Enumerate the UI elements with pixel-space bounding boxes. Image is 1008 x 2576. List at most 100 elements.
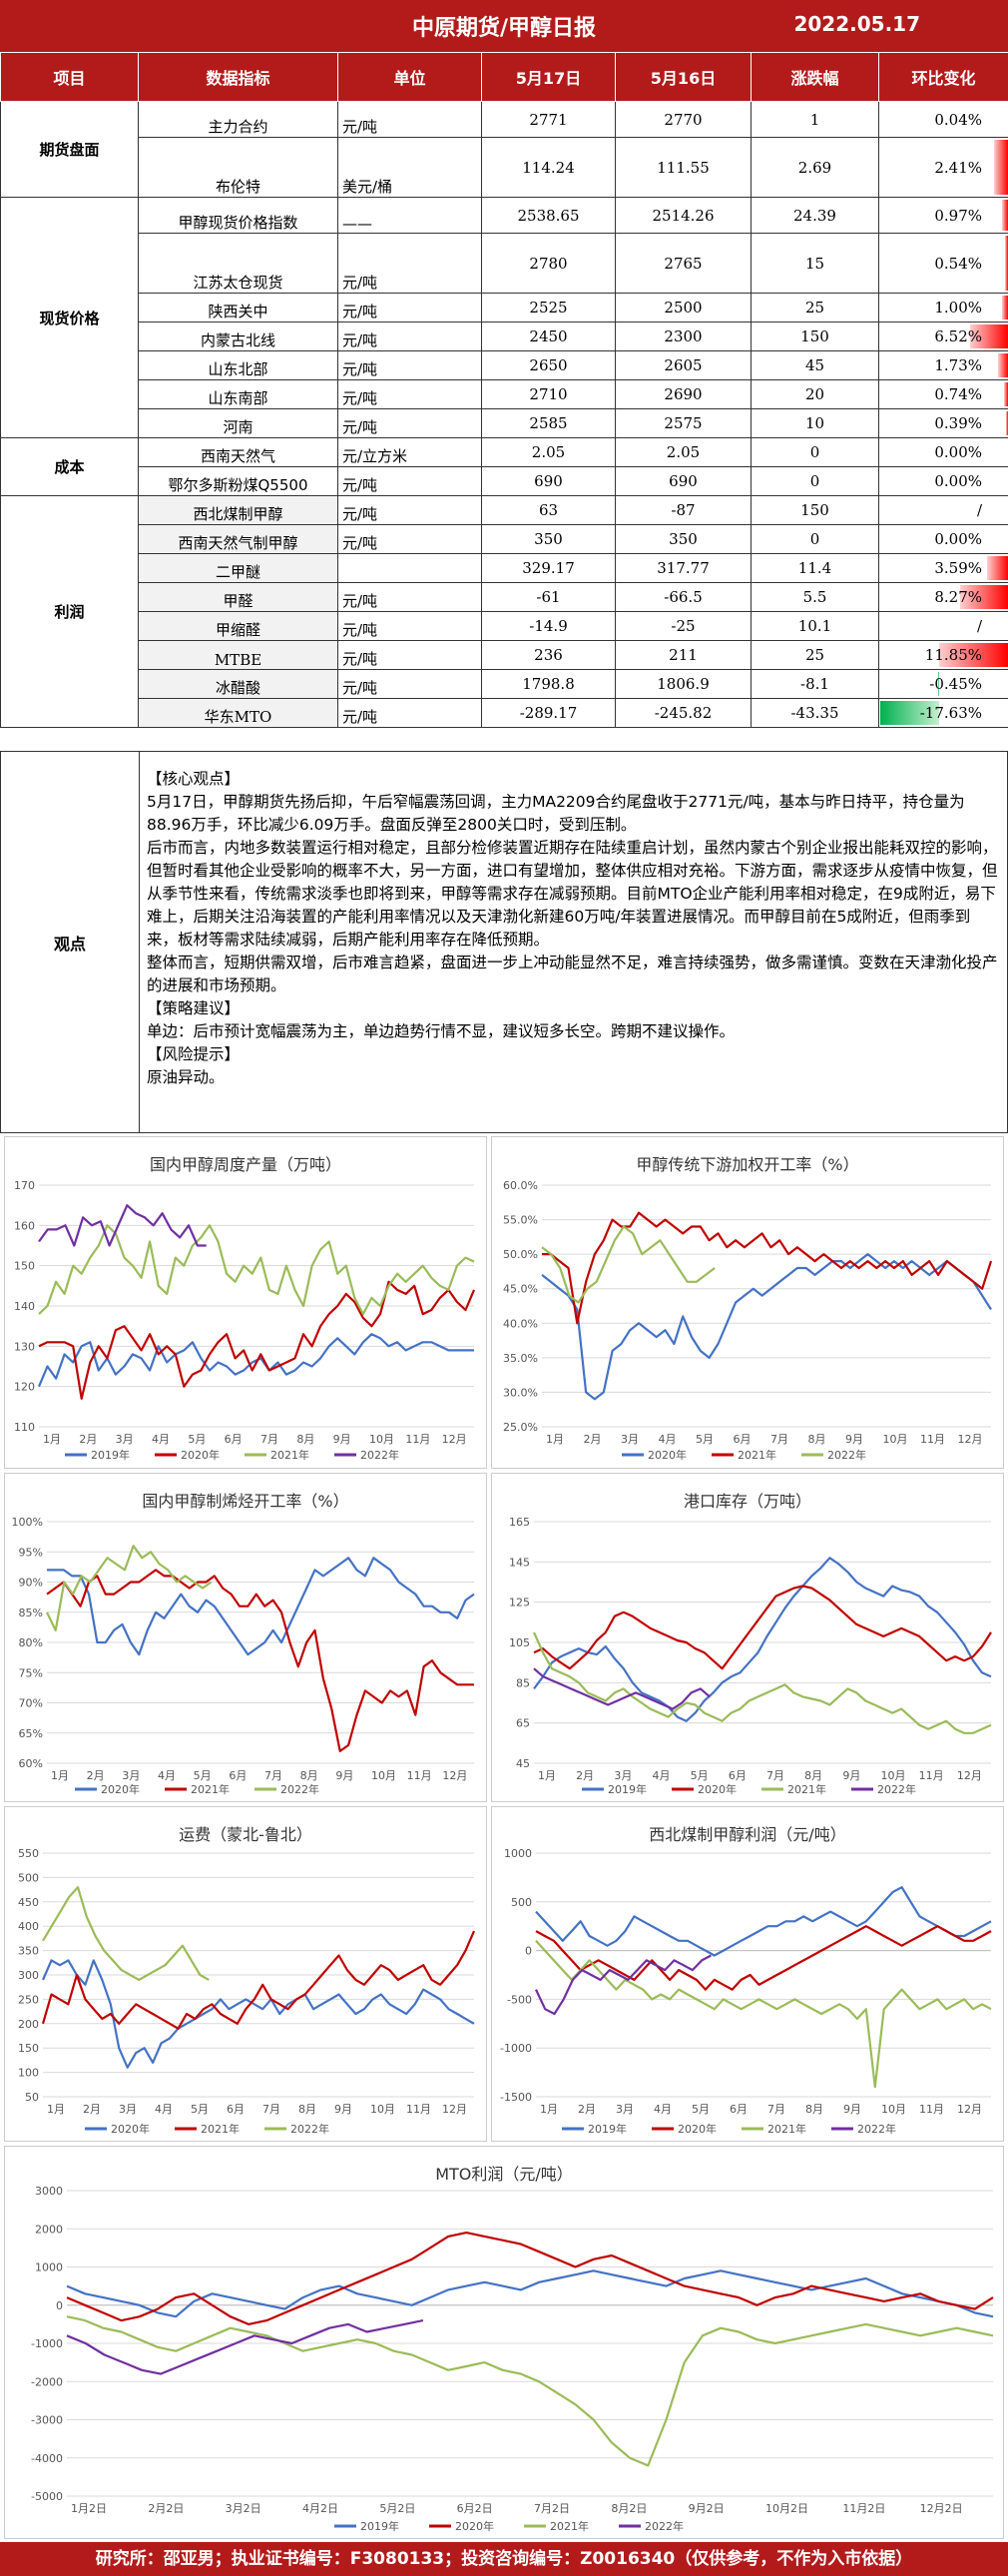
change-cell: 0.74% [878,379,1008,409]
change-cell: -17.63% [878,698,1008,728]
viewpoint-paragraph: 【核心观点】 [147,770,241,788]
chart-mto-profit: -5000 -4000 -3000 -2000 -1000 0 1000 2000 3000 1月… [31,2185,994,2533]
unit-cell: 元/吨 [337,524,482,554]
col-header-unit: 单位 [337,52,482,102]
y-tick-label: 35.0% [503,1352,538,1365]
change-value: 0.00% [934,530,982,548]
y-tick-label: 80% [19,1636,43,1649]
y-tick-label: 165 [509,1516,530,1529]
today-value: 2710 [481,379,616,409]
x-tick-label: 7月 [767,2103,785,2116]
x-tick-label: 1月 [546,1433,564,1446]
y-tick-label: 550 [18,1847,39,1860]
change-bar-positive [993,140,1008,195]
y-tick-label: 200 [18,2018,39,2031]
x-tick-label: 4月 [152,1433,170,1446]
x-tick-label: 2月2日 [148,2502,184,2515]
chart-freight: 50 100 150 200 250 300 350 400 450 500 550 1月 2月 3月 4月… [18,1847,476,2136]
x-tick-label: 8月 [805,2103,823,2116]
indicator-cell: 西南天然气 [138,437,338,467]
x-tick-label: 11月 [406,2103,431,2116]
indicator-cell: 甲醇现货价格指数 [138,197,338,234]
col-header-change: 环比变化 [878,52,1008,102]
prev-value: 2514.26 [615,197,752,234]
series-line [535,1954,712,2016]
today-value: -14.9 [481,611,616,641]
change-bar-positive [997,353,1008,377]
y-tick-label: -5000 [31,2490,63,2503]
indicator-cell: 鄂尔多斯粉煤Q5500 [138,466,338,496]
change-value: / [976,617,982,635]
today-value: 2525 [481,293,616,322]
x-tick-label: 6月 [229,1769,247,1782]
diff-value: 20 [751,379,879,409]
diff-value: 45 [751,350,879,380]
change-cell: 0.39% [878,408,1008,438]
indicator-cell: 江苏太仓现货 [138,233,338,294]
unit-cell: 元/吨 [337,698,482,728]
y-tick-label: 1000 [504,1847,532,1860]
change-cell: 8.27% [878,582,1008,612]
series-line [66,2269,994,2318]
series-line [41,1959,475,2069]
diff-value: 150 [751,495,879,525]
prev-value: 2690 [615,379,752,409]
x-tick-label: 4月 [155,2103,173,2116]
report-title: 中原期货/甲醇日报 [411,16,597,41]
change-cell: 1.00% [878,293,1008,322]
y-tick-label: 25.0% [503,1421,538,1434]
diff-value: 15 [751,233,879,294]
series-line [533,1585,992,1670]
col-header-prev: 5月16日 [615,52,752,102]
prev-value: -87 [615,495,752,525]
series-line [535,1940,992,2089]
x-tick-label: 11月2日 [842,2502,885,2515]
unit-cell: 元/立方米 [337,437,482,467]
prev-value: 2605 [615,350,752,380]
diff-value: 5.5 [751,582,879,612]
table-row: 西南天然气制甲醇 元/吨 350 350 0 0.00% [1,524,1008,554]
change-bar-positive [969,324,1008,348]
y-tick-label: 130 [14,1340,35,1353]
y-tick-label: -500 [507,1993,532,2006]
series-line [535,1886,992,1957]
unit-cell: 元/吨 [337,233,482,294]
change-cell: 1.73% [878,350,1008,380]
x-tick-label: 11月 [919,1769,944,1782]
x-tick-label: 5月 [691,1769,709,1782]
indicator-cell: 河南 [138,408,338,438]
y-tick-label: 0 [525,1945,532,1958]
unit-cell: 元/吨 [337,322,482,351]
today-value: 2450 [481,322,616,351]
legend-label: 2021年 [787,1782,826,1796]
table-row: 河南 元/吨 2585 2575 10 0.39% [1,408,1008,438]
y-tick-label: -3000 [31,2414,63,2427]
x-tick-label: 3月2日 [226,2502,261,2515]
prev-value: 2500 [615,293,752,322]
chart-panel-coal-profit: 西北煤制甲醇利润（元/吨） -1500 -1000 -500 0 500 1000 1月 2月… [491,1806,1004,2142]
x-tick-label: 11月 [407,1769,432,1782]
diff-value: 0 [751,437,879,467]
series-line [38,1280,476,1400]
today-value: 2650 [481,350,616,380]
group-label: 现货价格 [0,197,139,438]
change-bar-positive [987,556,1008,580]
y-tick-label: 3000 [35,2185,63,2198]
legend-label: 2021年 [738,1448,776,1462]
x-tick-label: 8月 [298,2103,316,2116]
y-tick-label: 120 [14,1381,35,1394]
series-line [532,1631,992,1734]
indicator-cell: 西北煤制甲醇 [138,495,338,525]
today-value: 63 [481,495,616,525]
change-cell: 6.52% [878,322,1008,351]
table-row: 二甲醚 329.17 317.77 11.4 3.59% [1,553,1008,583]
x-tick-label: 2月 [87,1769,105,1782]
chart-coal-profit: -1500 -1000 -500 0 500 1000 1月 2月 3月 4月 5月 6月 7月 8月 9月… [500,1847,992,2136]
legend-label: 2019年 [360,2519,399,2533]
chart-title: 西北煤制甲醇利润（元/吨） [649,1825,846,1844]
y-tick-label: 170 [14,1179,35,1192]
prev-value: 2575 [615,408,752,438]
footer: 研究所：邵亚男；执业证书编号：F3080133；投资咨询编号：Z0016340（… [0,2542,1008,2576]
legend-label: 2022年 [857,2122,896,2136]
y-tick-label: 150 [14,1260,35,1273]
